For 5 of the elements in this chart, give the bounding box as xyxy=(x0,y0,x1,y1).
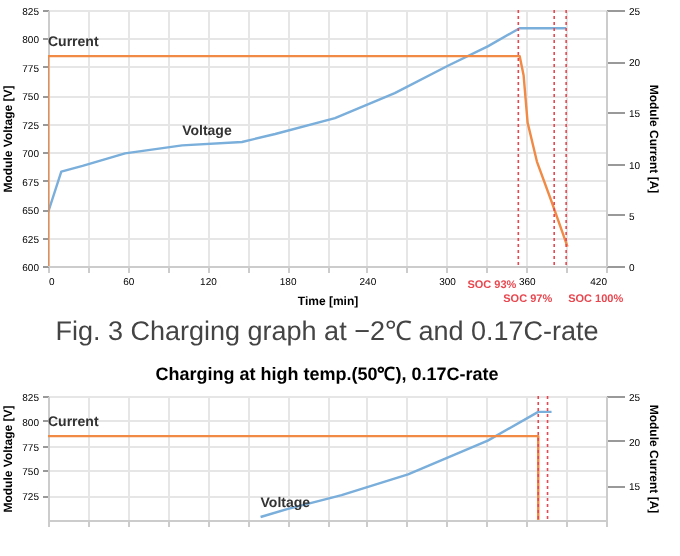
line-series xyxy=(259,410,553,519)
line-series xyxy=(48,54,569,266)
chart-title: Charging at high temp.(50℃), 0.17C-rate xyxy=(155,364,499,384)
line-series xyxy=(48,27,568,214)
caption: Fig. 3 Charging graph at −2℃ and 0.17C-rate xyxy=(55,316,599,346)
